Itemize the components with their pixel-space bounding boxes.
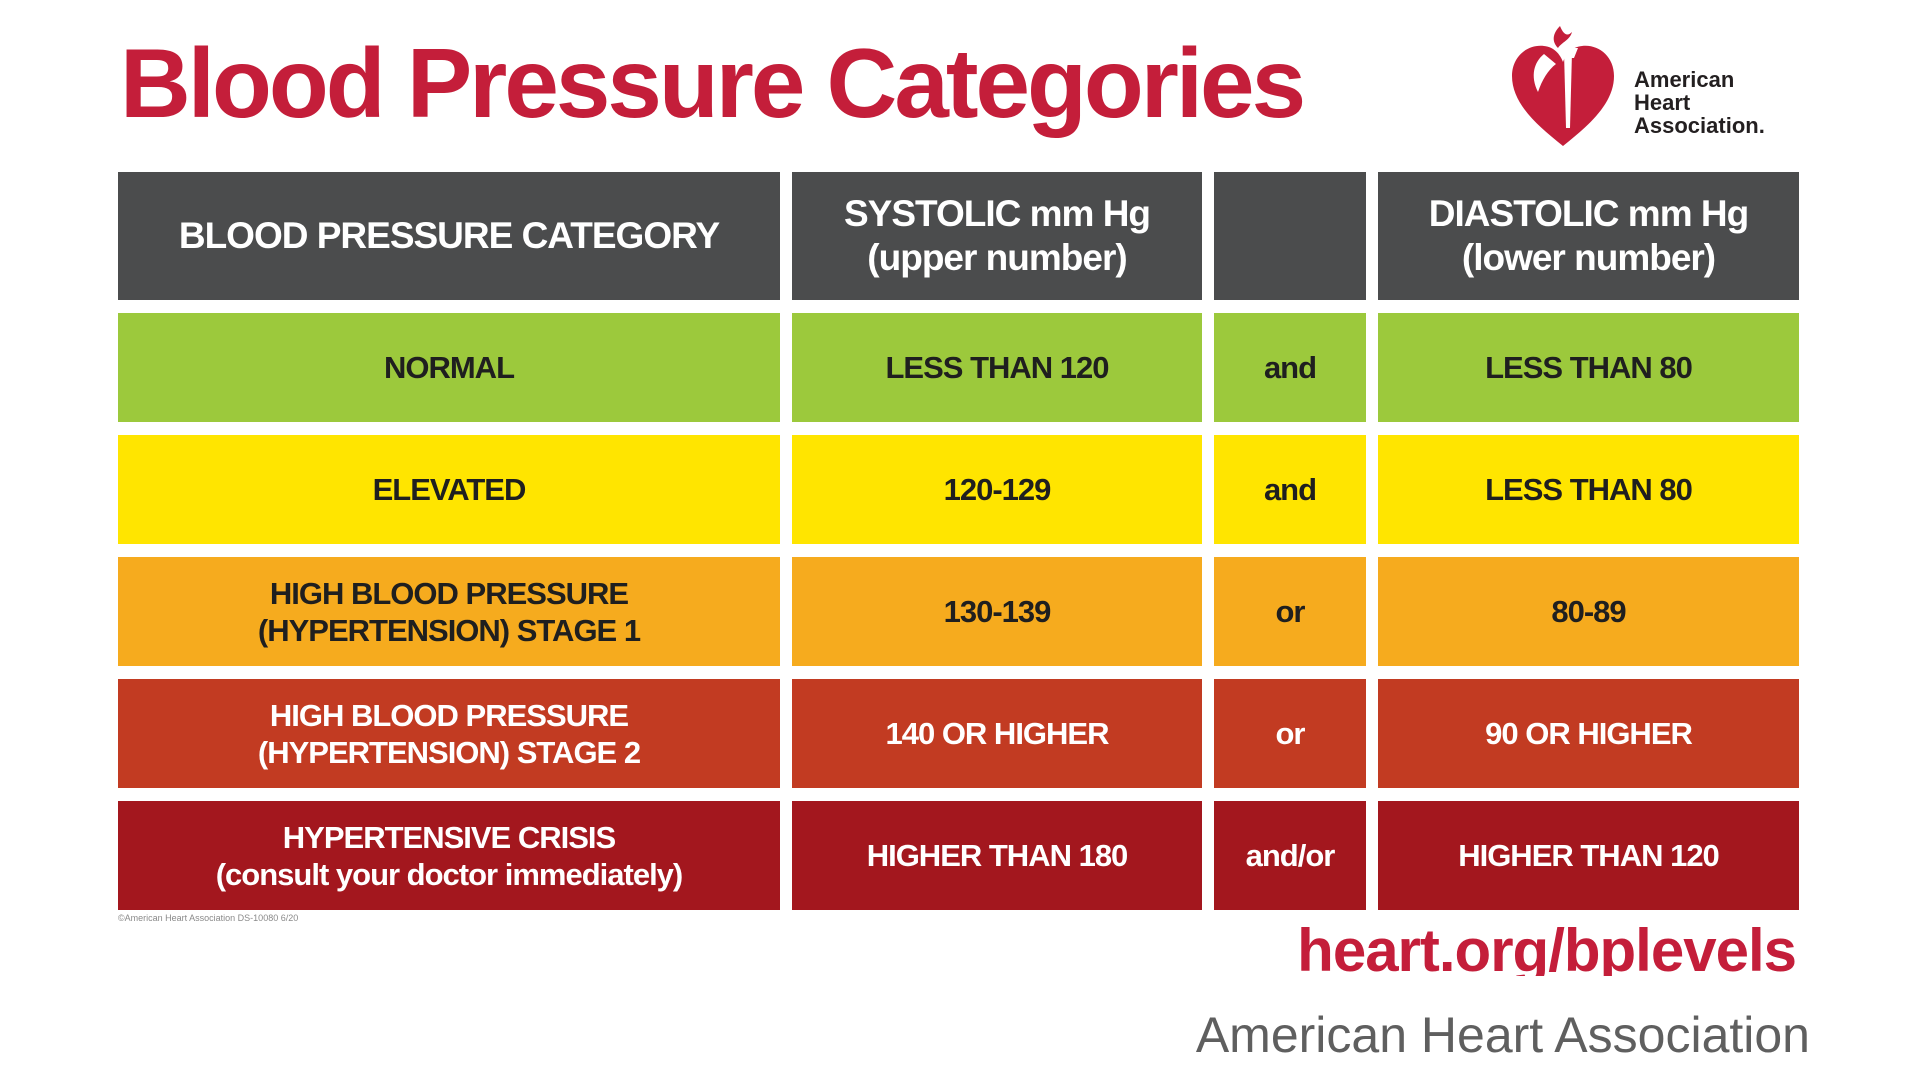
row-3-systolic-cell: 130-139 [792,557,1202,666]
row-2-category-text: ELEVATED [372,472,527,507]
row-4-connector-cell: or [1214,679,1366,788]
row-4-connector-text: or [1275,716,1306,751]
row-4-systolic-text: 140 OR HIGHER [885,716,1109,751]
row-3-connector-text: or [1275,594,1306,629]
row-2-diastolic-cell: LESS THAN 80 [1378,435,1799,544]
heart-torch-logo-icon [1512,26,1614,146]
row-3-category-cell: HIGH BLOOD PRESSURE (HYPERTENSION) STAGE… [118,557,780,666]
row-5-category-cell: HYPERTENSIVE CRISIS (consult your doctor… [118,801,780,910]
aha-logo-text: American Heart Association. [1634,68,1765,137]
row-5-diastolic-text: HIGHER THAN 120 [1458,838,1720,873]
row-3-connector-cell: or [1214,557,1366,666]
row-1-category-text: NORMAL [383,350,515,385]
row-1-connector-cell: and [1214,313,1366,422]
row-3-category-text: HIGH BLOOD PRESSURE (HYPERTENSION) STAGE… [257,575,641,648]
logo-line-1: American [1634,67,1735,92]
row-2-connector-text: and [1263,472,1317,507]
bp-categories-table: BLOOD PRESSURE CATEGORY SYSTOLIC mm Hg (… [118,172,1799,910]
row-4-systolic-cell: 140 OR HIGHER [792,679,1202,788]
row-2-category-cell: ELEVATED [118,435,780,544]
row-2-systolic-text: 120-129 [943,472,1052,507]
source-caption: American Heart Association [1195,1007,1810,1063]
row-5-category-text: HYPERTENSIVE CRISIS (consult your doctor… [215,819,684,892]
row-5-systolic-text: HIGHER THAN 180 [866,838,1129,873]
logo-line-2: Heart [1634,90,1691,115]
website-url: heart.org/bplevels [1297,918,1796,976]
row-1-diastolic-text: LESS THAN 80 [1485,350,1693,385]
row-4-category-cell: HIGH BLOOD PRESSURE (HYPERTENSION) STAGE… [118,679,780,788]
header-systolic: SYSTOLIC mm Hg (upper number) [792,172,1202,300]
row-2-systolic-cell: 120-129 [792,435,1202,544]
row-5-systolic-cell: HIGHER THAN 180 [792,801,1202,910]
header-diastolic: DIASTOLIC mm Hg (lower number) [1378,172,1799,300]
row-5-diastolic-cell: HIGHER THAN 120 [1378,801,1799,910]
row-1-category-cell: NORMAL [118,313,780,422]
row-3-diastolic-text: 80-89 [1551,594,1626,629]
row-1-diastolic-cell: LESS THAN 80 [1378,313,1799,422]
row-5-connector-text: and/or [1245,838,1336,873]
row-3-systolic-text: 130-139 [943,594,1052,629]
row-2-diastolic-text: LESS THAN 80 [1485,472,1693,507]
header-category: BLOOD PRESSURE CATEGORY [118,172,780,300]
row-3-diastolic-cell: 80-89 [1378,557,1799,666]
row-4-category-text: HIGH BLOOD PRESSURE (HYPERTENSION) STAGE… [257,697,641,770]
copyright-footnote: ©American Heart Association DS-10080 6/2… [118,913,299,923]
page-title: Blood Pressure Categories [120,28,1306,138]
row-1-systolic-cell: LESS THAN 120 [792,313,1202,422]
header-connector [1214,172,1366,300]
logo-line-3: Association. [1634,113,1765,138]
row-1-systolic-text: LESS THAN 120 [885,350,1109,385]
row-5-connector-cell: and/or [1214,801,1366,910]
row-4-diastolic-cell: 90 OR HIGHER [1378,679,1799,788]
row-2-connector-cell: and [1214,435,1366,544]
row-1-connector-text: and [1263,350,1317,385]
aha-logo: American Heart Association. [1508,18,1788,153]
row-4-diastolic-text: 90 OR HIGHER [1485,716,1693,751]
